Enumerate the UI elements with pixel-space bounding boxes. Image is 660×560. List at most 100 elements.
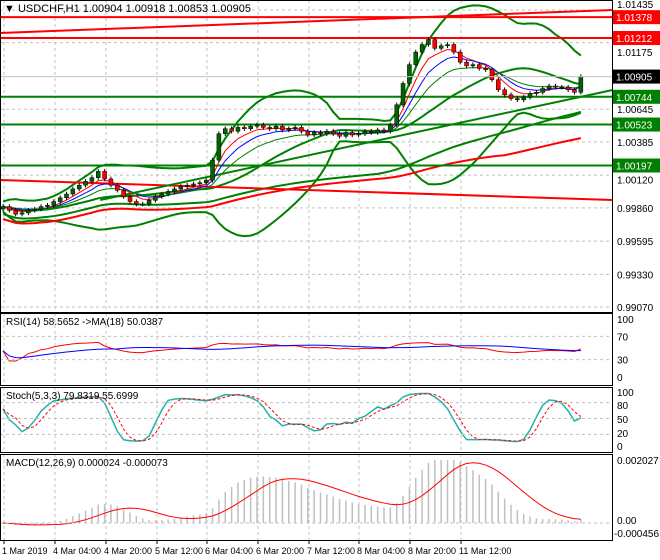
candle-body [115, 184, 120, 191]
candle-body [546, 85, 552, 89]
level-price-tag [613, 117, 660, 132]
level-price-label: 1.01378 [616, 13, 653, 24]
candle-body [502, 89, 507, 96]
candle-body [38, 206, 44, 210]
stoch-axis-label: 100 [617, 388, 634, 399]
candle-body [229, 128, 234, 132]
candle-body [324, 130, 330, 134]
candle-body [394, 104, 399, 126]
level-price-tag [613, 158, 660, 173]
time-axis-label: 11 Mar 12:00 [459, 546, 511, 556]
candle-body [13, 210, 18, 215]
price-axis-label: 0.99070 [617, 303, 654, 314]
stoch-axis-label: 80 [617, 401, 629, 412]
candle-body [127, 196, 133, 202]
candle-body [343, 132, 349, 137]
ema-mid [2, 56, 582, 211]
candle-body [299, 127, 304, 132]
ema-fast [2, 49, 582, 212]
stoch-axis-label: 50 [617, 415, 629, 426]
candle-body [19, 212, 25, 215]
candle-body [254, 124, 260, 127]
macd-signal-line [2, 462, 581, 526]
candle-body [32, 208, 37, 211]
level-price-label: 1.00197 [616, 161, 653, 172]
last-price-label: 1.00905 [616, 73, 653, 84]
candle-body [45, 205, 50, 207]
macd-axis-label: 0.00 [617, 516, 637, 527]
candle-body [280, 125, 285, 131]
candle-body [432, 39, 438, 49]
candle-body [521, 97, 526, 101]
candle-body [578, 76, 584, 93]
candle-body [565, 86, 571, 91]
candle-body [426, 39, 431, 45]
candle-body [356, 133, 361, 136]
pane-border [0, 454, 613, 541]
price-axis-label: 0.99595 [617, 237, 654, 248]
collapse-triangle-icon[interactable]: ▼ [4, 3, 15, 15]
ema-slow [2, 67, 581, 210]
trendline-resistance [0, 178, 613, 202]
candle-body [216, 133, 222, 161]
price-axis-label: 0.99860 [617, 204, 654, 215]
level-price-tag [613, 10, 660, 25]
price-axis-label: 1.00120 [617, 175, 654, 186]
candle-body [121, 189, 126, 197]
rsi-title: RSI(14) 58.5652 ->MA(18) 50.0387 [6, 317, 163, 328]
candle-body [273, 125, 279, 129]
candle-body [26, 210, 31, 214]
candle-body [197, 182, 203, 185]
candle-body [489, 69, 495, 80]
candle-body [210, 159, 215, 181]
candle-body [477, 64, 482, 69]
candle-body [89, 177, 95, 182]
candle-body [102, 171, 107, 180]
candle-body [318, 132, 323, 134]
candle-body [464, 61, 469, 67]
candle-body [572, 89, 577, 93]
candle-body [134, 201, 139, 205]
stoch-signal-line [2, 393, 582, 442]
candle-body [267, 127, 272, 129]
candle-body [540, 88, 545, 93]
candle-body [400, 83, 406, 106]
candle-body [7, 206, 12, 211]
bollinger-upper [2, 4, 582, 203]
rsi-axis-label: 70 [617, 332, 629, 343]
candle-body [203, 179, 209, 183]
candle-body [261, 124, 266, 128]
bollinger-middle [2, 67, 582, 212]
candle-body [369, 130, 374, 133]
candle-body [559, 86, 565, 89]
rsi-axis-label: 100 [617, 315, 634, 326]
candle-body [51, 201, 57, 206]
candle-body [445, 44, 450, 47]
macd-title: MACD(12,26,9) 0.000024 -0.000073 [6, 458, 168, 469]
candle-body [553, 85, 558, 88]
level-price-tag [613, 31, 660, 46]
time-axis-label: 7 Mar 12:00 [307, 546, 355, 556]
candle-body [0, 206, 6, 210]
pane-border [0, 387, 613, 453]
candle-body [515, 98, 520, 101]
chart-header: ▼ USDCHF,H1 1.00904 1.00918 1.00853 1.00… [4, 3, 251, 15]
candle-body [108, 178, 114, 186]
candle-body [159, 193, 164, 197]
price-axis-label: 1.01175 [617, 48, 653, 59]
candle-body [311, 132, 317, 136]
candle-body [527, 93, 533, 98]
rsi-axis-label: 0 [617, 373, 623, 384]
candle-body [178, 186, 184, 190]
level-price-tag [613, 89, 660, 104]
candle-body [248, 125, 253, 129]
candle-body [70, 188, 76, 195]
candle-body [375, 129, 380, 133]
candle-body [350, 132, 355, 136]
candle-body [165, 191, 171, 195]
level-price-label: 1.00744 [616, 93, 653, 104]
trendline-resistance [0, 9, 613, 34]
bollinger-lower [2, 111, 582, 238]
